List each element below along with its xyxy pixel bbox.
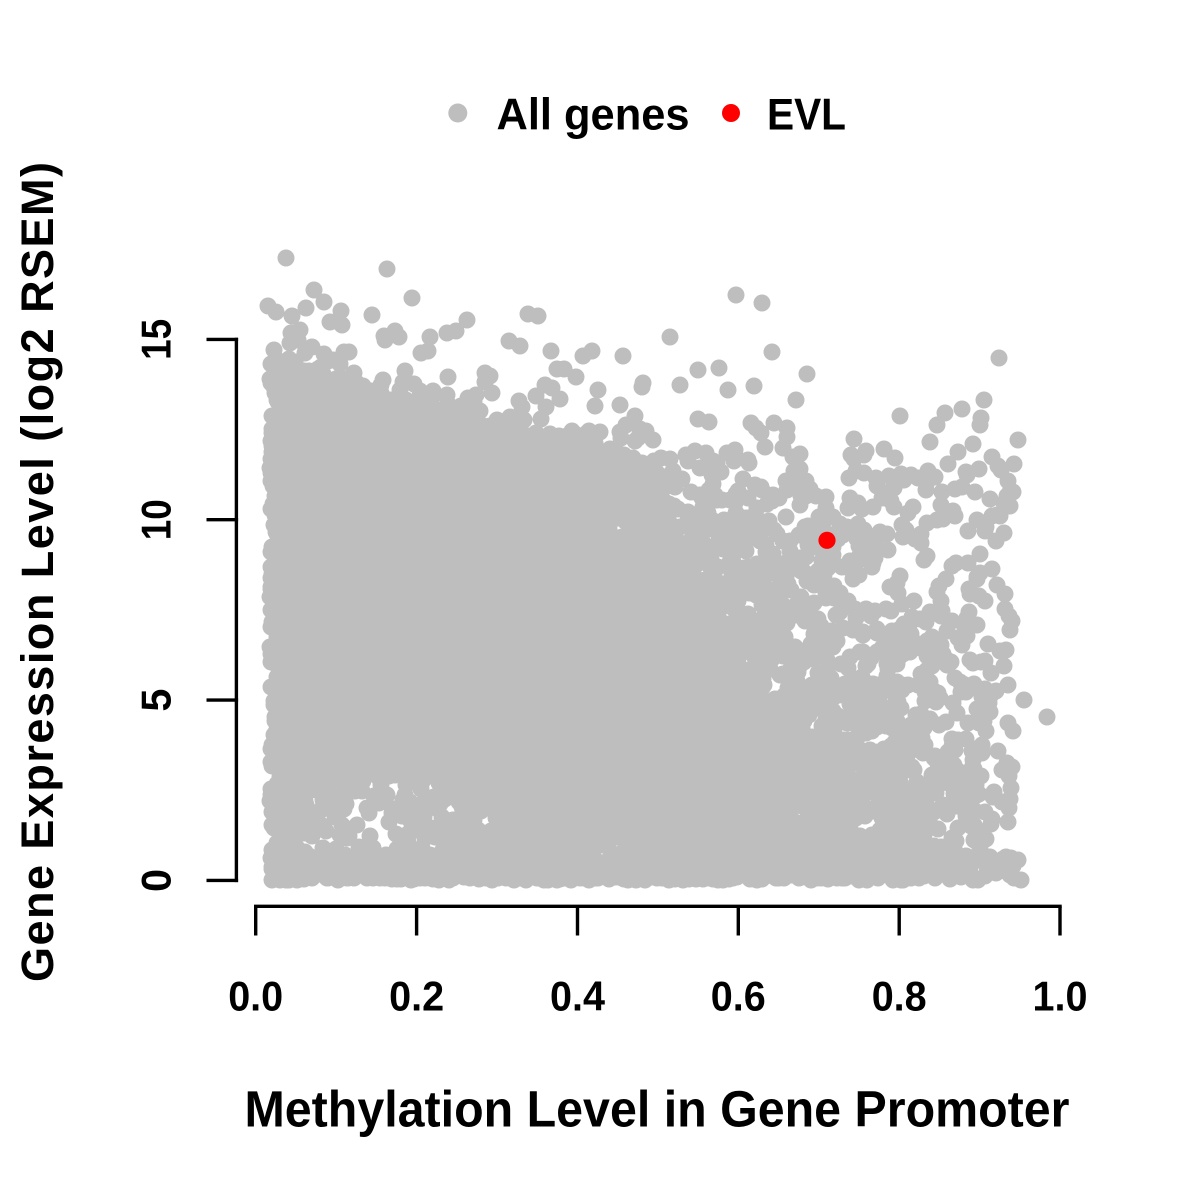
svg-text:1.0: 1.0 <box>1033 973 1088 1020</box>
svg-text:0.0: 0.0 <box>228 973 283 1020</box>
svg-text:0: 0 <box>133 869 180 892</box>
svg-text:EVL: EVL <box>767 91 846 140</box>
svg-text:Gene Expression Level (log2 RS: Gene Expression Level (log2 RSEM) <box>12 162 63 982</box>
svg-text:5: 5 <box>133 689 180 712</box>
svg-text:Methylation Level in Gene Prom: Methylation Level in Gene Promoter <box>245 1081 1070 1138</box>
svg-text:0.8: 0.8 <box>872 973 927 1020</box>
svg-text:0.6: 0.6 <box>711 973 766 1020</box>
svg-text:All genes: All genes <box>497 91 690 140</box>
svg-text:15: 15 <box>133 319 180 360</box>
svg-text:0.2: 0.2 <box>389 973 444 1020</box>
svg-text:10: 10 <box>133 499 180 540</box>
svg-text:0.4: 0.4 <box>550 973 605 1020</box>
